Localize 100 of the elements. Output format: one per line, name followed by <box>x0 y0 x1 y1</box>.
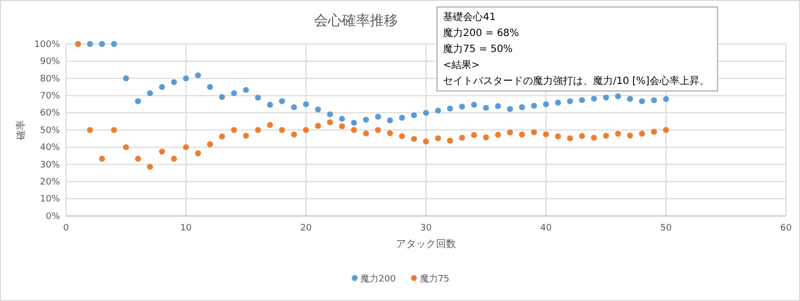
point <box>447 106 453 112</box>
point <box>135 156 141 162</box>
point <box>303 101 309 108</box>
point <box>507 106 513 112</box>
point <box>459 104 465 110</box>
point <box>519 131 525 138</box>
point <box>567 98 573 104</box>
point <box>219 134 225 140</box>
point <box>639 130 645 137</box>
x-tick-label: 50 <box>660 223 672 234</box>
point <box>231 90 237 96</box>
point <box>471 102 477 108</box>
point <box>543 131 549 138</box>
point <box>627 96 633 102</box>
point <box>255 94 261 101</box>
point <box>435 108 441 114</box>
y-axis-title: 確率 <box>15 120 27 141</box>
annotation: セイトバスタードの魔力強打は、魔力/10 [%]会心率上昇。 <box>443 75 710 87</box>
y-tick-label: 0% <box>46 212 60 222</box>
point <box>579 133 585 139</box>
point <box>435 135 441 142</box>
point <box>663 127 669 133</box>
point <box>339 123 345 130</box>
point <box>339 116 345 122</box>
y-tick-label: 40% <box>40 143 60 154</box>
point <box>639 98 645 104</box>
point <box>423 110 429 116</box>
point <box>615 93 621 100</box>
point <box>267 102 273 108</box>
point <box>315 106 321 113</box>
point <box>591 96 597 102</box>
x-tick-label: 20 <box>300 223 312 234</box>
point <box>243 132 249 139</box>
point <box>231 127 237 133</box>
point <box>603 132 609 139</box>
point <box>423 138 429 145</box>
x-tick-label: 60 <box>780 223 792 234</box>
point <box>87 127 93 133</box>
point <box>111 41 117 47</box>
x-tick-label: 10 <box>180 223 192 234</box>
y-tick-label: 70% <box>40 91 60 102</box>
point <box>195 72 201 78</box>
point <box>447 138 453 144</box>
point <box>147 90 153 96</box>
point <box>267 122 273 128</box>
point <box>183 144 189 150</box>
annotation: 魔力75 = 50% <box>443 43 513 55</box>
point <box>579 97 585 104</box>
x-tick-label: 40 <box>540 223 552 234</box>
point <box>615 130 621 137</box>
point <box>531 129 537 136</box>
point <box>219 94 225 100</box>
point <box>315 122 321 129</box>
point <box>195 150 201 156</box>
point <box>663 96 669 102</box>
point <box>351 120 357 126</box>
point <box>399 114 405 121</box>
point <box>411 136 417 142</box>
point <box>363 116 369 123</box>
point <box>543 101 549 108</box>
point <box>651 128 657 135</box>
point <box>375 114 381 120</box>
point <box>387 130 393 136</box>
point <box>279 98 285 104</box>
point <box>207 141 213 148</box>
point <box>651 97 657 104</box>
point <box>555 100 561 106</box>
chart-title: 会心確率推移 <box>314 13 398 29</box>
point <box>147 164 153 170</box>
annotation: <結果> <box>443 60 480 71</box>
point <box>99 41 105 47</box>
point <box>207 84 213 90</box>
point <box>483 134 489 140</box>
point <box>459 134 465 141</box>
x-tick-label: 0 <box>63 223 70 234</box>
y-tick-label: 30% <box>40 160 60 170</box>
point <box>111 127 117 133</box>
point <box>135 98 141 104</box>
point <box>171 79 177 86</box>
text: 基礎会心41 <box>443 11 496 23</box>
y-tick-label: 100% <box>34 40 60 50</box>
point <box>303 127 309 133</box>
y-tick-label: 80% <box>40 74 60 84</box>
point <box>399 133 405 140</box>
point <box>123 75 129 82</box>
legend-label: 魔力75 <box>420 274 450 284</box>
point <box>171 156 177 162</box>
y-tick-label: 90% <box>40 57 60 68</box>
point <box>483 104 489 111</box>
point <box>375 127 381 133</box>
point <box>519 104 525 110</box>
point <box>387 117 393 124</box>
y-tick-label: 60% <box>40 108 60 119</box>
point <box>411 112 417 118</box>
point <box>471 132 477 138</box>
y-tick-label: 20% <box>40 177 60 188</box>
point <box>591 134 597 141</box>
point <box>75 41 81 47</box>
point <box>291 131 297 138</box>
point <box>291 104 297 110</box>
